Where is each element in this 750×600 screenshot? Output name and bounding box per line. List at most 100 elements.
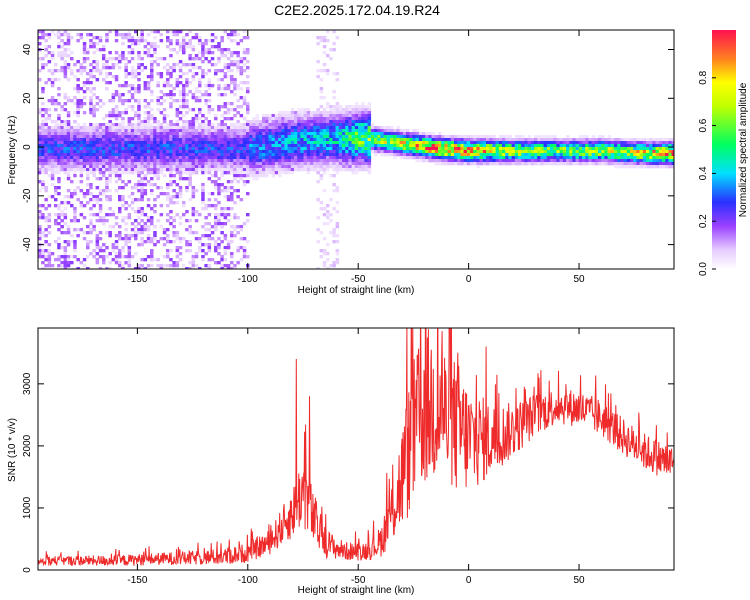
spectrogram-cell — [329, 156, 333, 160]
spectrogram-cell — [79, 171, 84, 175]
spectrogram-cell — [226, 189, 231, 193]
spectrogram-cell — [326, 159, 330, 163]
spectrogram-cell — [156, 150, 160, 154]
spectrogram-cell — [242, 63, 247, 67]
spectrogram-cell — [201, 69, 205, 73]
spectrogram-cell — [175, 120, 180, 124]
spectrogram-cell — [486, 144, 490, 148]
spectrogram-cell — [239, 96, 244, 100]
spectrogram-cell — [98, 72, 103, 76]
spectrogram-cell — [367, 126, 372, 130]
spectrogram-cell — [342, 117, 346, 121]
spectrogram-cell — [63, 240, 68, 244]
spectrogram-cell — [364, 123, 368, 127]
spectrogram-cell — [50, 69, 55, 73]
spectrogram-cell — [182, 204, 186, 208]
spectrogram-cell — [214, 249, 218, 253]
spectrogram-cell — [303, 153, 308, 157]
spectrogram-cell — [374, 147, 378, 151]
spectrogram-cell — [486, 159, 490, 163]
spectrogram-cell — [166, 165, 170, 169]
spectrogram-cell — [252, 135, 256, 139]
spectrogram-cell — [383, 132, 388, 136]
spectrogram-cell — [140, 150, 144, 154]
spectrogram-cell — [607, 156, 612, 160]
spectrogram-cell — [297, 108, 301, 112]
spectrogram-cell — [210, 135, 215, 139]
spectrogram-cell — [57, 213, 61, 217]
spectrogram-cell — [553, 141, 557, 145]
spectrogram-cell — [393, 144, 397, 148]
spectrogram-cell — [137, 180, 141, 184]
spectrogram-cell — [233, 126, 237, 130]
spectrogram-cell — [310, 162, 314, 166]
spectrogram-cell — [255, 126, 260, 130]
spectrogram-cell — [201, 129, 205, 133]
spectrogram-cell — [169, 195, 173, 199]
spectrogram-cell — [95, 195, 100, 199]
spectrogram-cell — [642, 156, 647, 160]
spectrogram-cell — [169, 129, 173, 133]
spectrogram-cell — [345, 105, 349, 109]
spectrogram-cell — [626, 147, 631, 151]
spectrogram-cell — [66, 111, 71, 115]
spectrogram-cell — [185, 159, 189, 163]
spectrogram-cell — [258, 129, 263, 133]
spectrogram-cell — [428, 156, 432, 160]
spectrogram-cell — [146, 132, 151, 136]
spectrogram-cell — [201, 156, 205, 160]
spectrogram-cell — [134, 252, 138, 256]
spectrogram-cell — [319, 96, 324, 100]
spectrogram-cell — [271, 162, 276, 166]
spectrogram-cell — [569, 144, 573, 148]
colorbar-tick-label: 0.8 — [698, 70, 709, 84]
spectrogram-cell — [130, 222, 135, 226]
spectrogram-cell — [550, 138, 554, 142]
spectrogram-cell — [201, 42, 205, 46]
spectrogram-cell — [601, 135, 605, 139]
spectrogram-cell — [441, 156, 445, 160]
spectrogram-cell — [191, 66, 196, 70]
spectrogram-cell — [527, 153, 532, 157]
spectrogram-cell — [118, 141, 122, 145]
spectrogram-cell — [169, 105, 173, 109]
spectrogram-cell — [159, 57, 164, 61]
spectrogram-cell — [239, 138, 244, 142]
spectrogram-cell — [201, 144, 205, 148]
spectrogram-cell — [415, 153, 420, 157]
spectrogram-cell — [66, 96, 71, 100]
spectrogram-cell — [313, 150, 317, 154]
spectrogram-cell — [102, 150, 106, 154]
spectrogram-cell — [146, 237, 151, 241]
spectrogram-cell — [143, 126, 148, 130]
spectrogram-cell — [89, 219, 93, 223]
spectrogram-cell — [178, 189, 183, 193]
spectrogram-cell — [54, 138, 58, 142]
spectrogram-cell — [146, 84, 151, 88]
spectrogram-cell — [242, 117, 247, 121]
spectrogram-cell — [255, 123, 260, 127]
spectrogram-cell — [204, 84, 208, 88]
spectrogram-cell — [178, 162, 183, 166]
spectrogram-cell — [514, 162, 519, 166]
spectrogram-cell — [313, 135, 317, 139]
spectrogram-cell — [220, 168, 224, 172]
spectrogram-cell — [329, 117, 333, 121]
spectrogram-cell — [425, 144, 429, 148]
spectrogram-cell — [95, 153, 100, 157]
spectrogram-cell — [108, 132, 112, 136]
spectrogram-cell — [79, 33, 84, 37]
spectrogram-cell — [73, 210, 77, 214]
spectrogram-cell — [591, 162, 596, 166]
spectrogram-cell — [585, 156, 589, 160]
spectrogram-cell — [124, 72, 128, 76]
spectrogram-cell — [140, 156, 144, 160]
spectrogram-cell — [124, 216, 128, 220]
spectrogram-cell — [41, 162, 45, 166]
spectrogram-cell — [146, 180, 151, 184]
spectrogram-cell — [162, 126, 167, 130]
spectrogram-cell — [194, 156, 199, 160]
spectrogram-cell — [390, 129, 394, 133]
spectrogram-cell — [118, 138, 122, 142]
spectrogram-cell — [233, 147, 237, 151]
